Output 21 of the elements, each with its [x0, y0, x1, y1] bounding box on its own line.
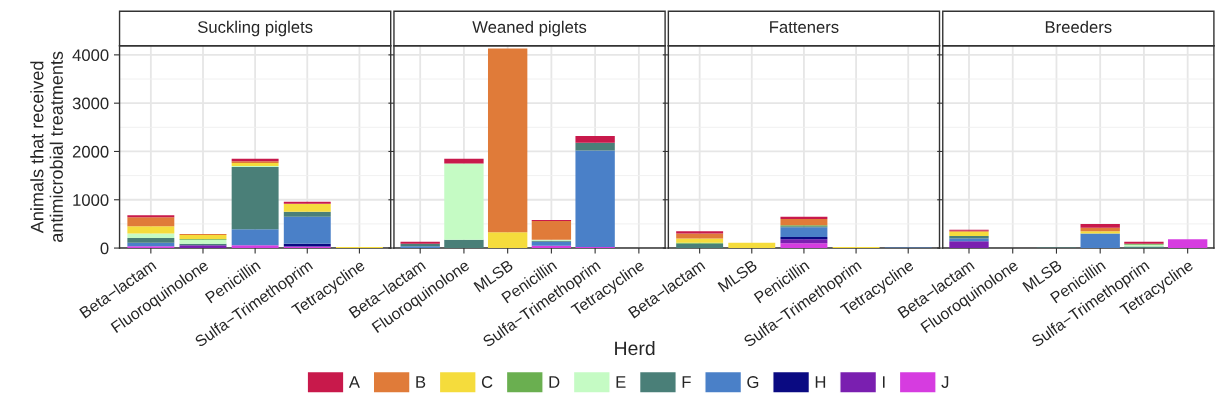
y-axis-title: Animals that received antimicrobial treatments — [30, 51, 63, 242]
legend-label: J — [941, 376, 949, 388]
y-tick-label: 2000 — [72, 145, 109, 158]
legend-label: D — [549, 376, 560, 388]
chart-title: Fatteners — [770, 21, 839, 33]
legend-label: F — [682, 376, 691, 388]
legend-label: H — [815, 376, 826, 388]
legend-label: A — [348, 376, 360, 388]
chart-title: Suckling piglets — [197, 20, 313, 37]
x-axis-title: Herd — [615, 340, 655, 356]
y-tick-label: 1000 — [73, 194, 109, 206]
y-tick-label: 4000 — [72, 49, 109, 62]
chart-title: Breeders — [1045, 20, 1112, 33]
legend-label: E — [616, 376, 626, 388]
legend-label: C — [481, 376, 493, 388]
legend-label: G — [747, 376, 759, 388]
legend-label: I — [882, 376, 885, 388]
y-tick-label: 0 — [100, 242, 109, 255]
y-tick-label: 3000 — [72, 97, 109, 110]
chart-title: Weaned piglets — [472, 20, 587, 37]
legend-label: B — [416, 376, 426, 388]
